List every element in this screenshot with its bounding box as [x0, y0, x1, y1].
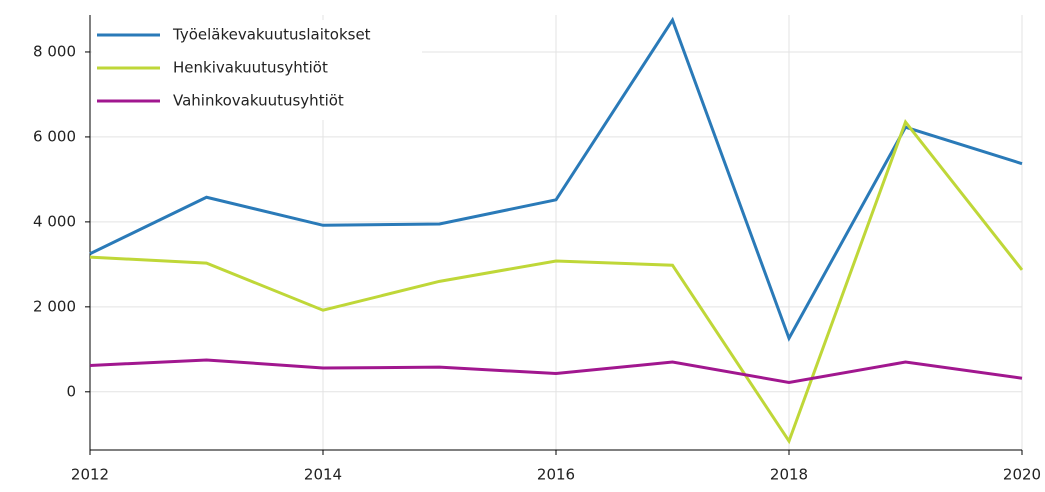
x-tick-label: 2012: [71, 466, 109, 484]
y-tick-label: 6 000: [33, 127, 76, 145]
legend-label: Vahinkovakuutusyhtiöt: [173, 92, 344, 110]
legend-label: Työeläkevakuutuslaitokset: [172, 26, 371, 44]
line: [89, 119, 1024, 445]
legend-box: [92, 20, 422, 120]
line: [89, 358, 1023, 384]
y-tick-label: 4 000: [33, 212, 76, 230]
x-tick-label: 2020: [1003, 466, 1041, 484]
y-tick-label: 2 000: [33, 297, 76, 315]
legend-label: Henkivakuutusyhtiöt: [173, 59, 328, 77]
x-tick-label: 2016: [537, 466, 575, 484]
x-tick-label: 2018: [770, 466, 808, 484]
x-tick-label: 2014: [304, 466, 342, 484]
y-tick-label: 8 000: [33, 42, 76, 60]
y-tick-label: 0: [66, 382, 76, 400]
line: [89, 16, 1023, 342]
